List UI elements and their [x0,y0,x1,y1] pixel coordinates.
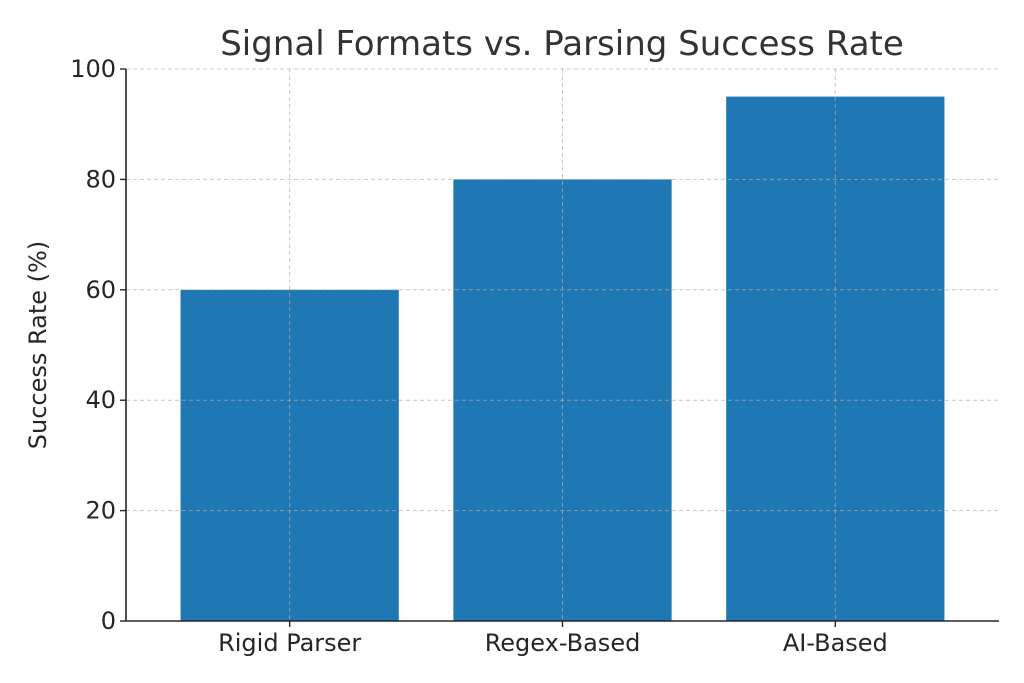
axes [120,68,999,627]
x-tick-label: Regex-Based [485,629,641,657]
y-tick-label: 60 [85,276,116,304]
chart-title: Signal Formats vs. Parsing Success Rate [220,24,904,64]
tick-labels: 0 20 40 60 80 100 Rigid Parser Regex-Based AI-Ba… [70,55,888,657]
y-tick-label: 100 [70,55,116,83]
y-tick-label: 80 [85,165,116,193]
y-tick-label: 20 [85,497,116,525]
x-tick-label: AI-Based [783,629,888,657]
x-tick-label: Rigid Parser [218,629,361,657]
y-tick-label: 40 [85,386,116,414]
y-axis-label: Success Rate (%) [24,241,52,449]
y-tick-label: 0 [101,607,116,635]
